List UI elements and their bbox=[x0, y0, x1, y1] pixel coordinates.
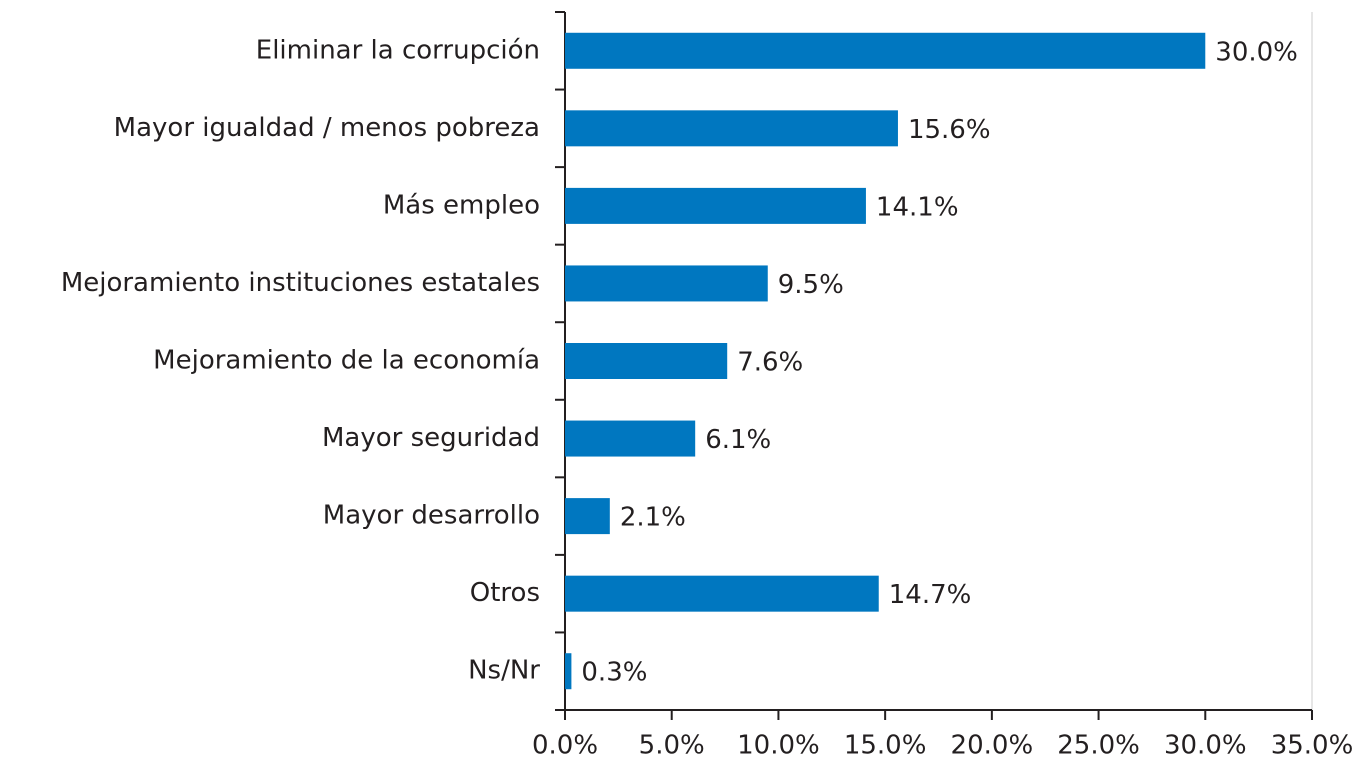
value-label: 9.5% bbox=[778, 270, 844, 300]
value-label: 7.6% bbox=[737, 348, 803, 378]
value-label: 14.7% bbox=[889, 580, 972, 610]
x-tick-label: 30.0% bbox=[1164, 731, 1247, 760]
bar bbox=[565, 265, 768, 302]
x-tick-label: 20.0% bbox=[951, 731, 1034, 760]
bar bbox=[565, 32, 1206, 69]
x-tick-label: 0.0% bbox=[532, 731, 598, 760]
y-tick-label: Eliminar la corrupción bbox=[256, 35, 540, 65]
value-label: 0.3% bbox=[581, 658, 647, 688]
x-tick-label: 5.0% bbox=[639, 731, 705, 760]
value-label: 14.1% bbox=[876, 192, 959, 222]
y-tick-label: Mayor igualdad / menos pobreza bbox=[114, 113, 540, 143]
bar bbox=[565, 653, 572, 690]
y-tick-label: Mayor desarrollo bbox=[323, 501, 540, 531]
bar bbox=[565, 575, 879, 612]
value-label: 15.6% bbox=[908, 115, 991, 145]
y-tick-label: Mejoramiento instituciones estatales bbox=[61, 268, 540, 298]
value-label: 2.1% bbox=[620, 503, 686, 533]
x-tick-label: 15.0% bbox=[844, 731, 927, 760]
x-tick-label: 25.0% bbox=[1057, 731, 1140, 760]
bar bbox=[565, 420, 696, 457]
y-tick-label: Otros bbox=[470, 578, 540, 608]
bar bbox=[565, 187, 866, 224]
value-label: 6.1% bbox=[705, 425, 771, 455]
y-tick-label: Mejoramiento de la economía bbox=[153, 346, 540, 376]
bar bbox=[565, 110, 898, 147]
y-tick-label: Mayor seguridad bbox=[322, 423, 540, 453]
y-tick-label: Más empleo bbox=[383, 190, 540, 220]
x-tick-label: 35.0% bbox=[1271, 731, 1354, 760]
bar bbox=[565, 498, 610, 535]
value-label: 30.0% bbox=[1215, 37, 1298, 67]
x-tick-label: 10.0% bbox=[737, 731, 820, 760]
bar bbox=[565, 343, 728, 379]
y-tick-label: Ns/Nr bbox=[468, 656, 540, 686]
